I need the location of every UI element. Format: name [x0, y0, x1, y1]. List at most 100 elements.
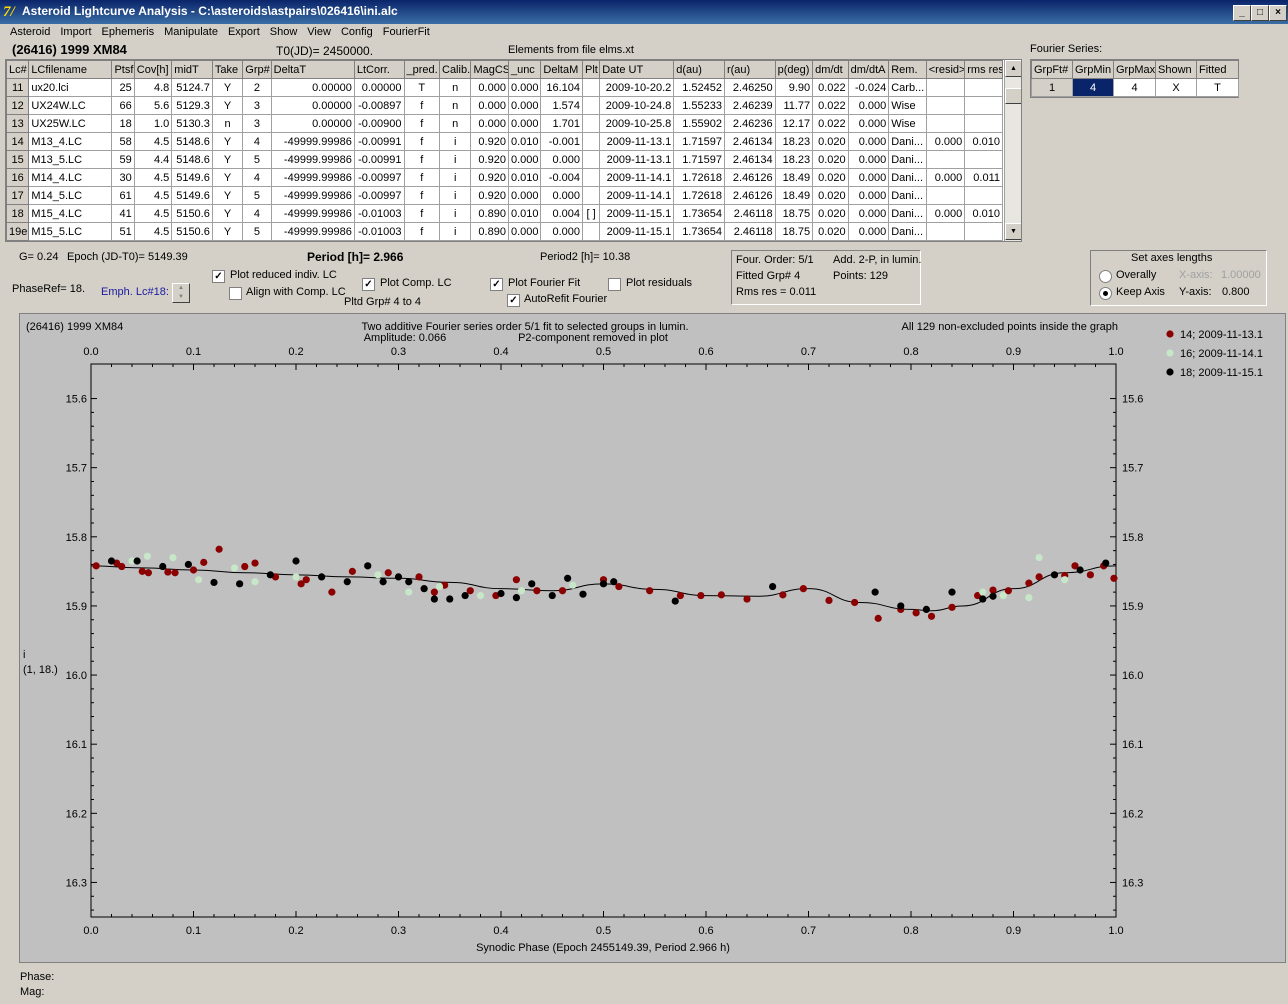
table-cell[interactable]: -49999.99986: [270, 222, 355, 241]
table-cell[interactable]: 5.6: [133, 96, 173, 115]
table-cell[interactable]: Carb...: [888, 78, 927, 97]
table-cell[interactable]: 1.71597: [673, 150, 725, 169]
table-cell[interactable]: 0.000: [507, 114, 542, 133]
table-cell[interactable]: M14_4.LC: [28, 168, 113, 187]
table-cell[interactable]: f: [403, 204, 441, 223]
table-cell[interactable]: 0.020: [812, 150, 849, 169]
table-cell[interactable]: 30: [111, 168, 135, 187]
table-cell[interactable]: 18.49: [774, 168, 814, 187]
table-cell[interactable]: 0.010: [507, 204, 542, 223]
fs-cell-grpmin[interactable]: 4: [1072, 78, 1114, 97]
column-header[interactable]: Grp#: [242, 60, 272, 79]
column-header[interactable]: LtCorr.: [353, 60, 405, 79]
lightcurve-plot[interactable]: (26416) 1999 XM84 Two additive Fourier s…: [19, 313, 1286, 963]
table-cell[interactable]: Dani...: [888, 168, 927, 187]
column-header[interactable]: rms res: [964, 60, 1003, 79]
table-cell[interactable]: 18.49: [774, 186, 814, 205]
table-cell[interactable]: i: [438, 168, 472, 187]
table-cell[interactable]: 0.000: [507, 150, 542, 169]
table-cell[interactable]: M15_4.LC: [28, 204, 113, 223]
table-cell[interactable]: 1.73654: [673, 204, 725, 223]
row-header[interactable]: 19e: [6, 222, 30, 241]
table-cell[interactable]: Y: [211, 204, 244, 223]
table-cell[interactable]: [964, 96, 1003, 115]
row-header[interactable]: 16: [6, 168, 30, 187]
table-cell[interactable]: f: [403, 96, 441, 115]
table-cell[interactable]: 2009-11-13.1: [599, 132, 675, 151]
table-cell[interactable]: 0.020: [812, 222, 849, 241]
table-cell[interactable]: 5: [242, 222, 272, 241]
row-header[interactable]: 11: [6, 78, 30, 97]
table-cell[interactable]: 5148.6: [171, 150, 213, 169]
menu-ephemeris[interactable]: Ephemeris: [101, 26, 155, 38]
table-cell[interactable]: [964, 222, 1003, 241]
table-cell[interactable]: 1.72618: [673, 168, 725, 187]
table-cell[interactable]: 59: [111, 150, 135, 169]
table-cell[interactable]: 2009-11-15.1: [599, 204, 675, 223]
table-cell[interactable]: 4.5: [133, 132, 173, 151]
table-row[interactable]: 13 UX25W.LC 18 1.0 5130.3 n 3 0.00000 -0.00900 f n…: [6, 114, 1003, 133]
table-cell[interactable]: -0.00997: [353, 186, 405, 205]
table-cell[interactable]: 2009-11-14.1: [599, 186, 675, 205]
table-cell[interactable]: ux20.lci: [28, 78, 113, 97]
table-cell[interactable]: M15_5.LC: [28, 222, 113, 241]
table-cell[interactable]: 0.022: [812, 78, 849, 97]
table-cell[interactable]: 1.574: [540, 96, 583, 115]
table-cell[interactable]: 0.000: [470, 78, 509, 97]
table-cell[interactable]: [581, 132, 601, 151]
table-cell[interactable]: Y: [211, 150, 244, 169]
table-cell[interactable]: 41: [111, 204, 135, 223]
table-cell[interactable]: -0.024: [847, 78, 890, 97]
table-cell[interactable]: -0.00897: [353, 96, 405, 115]
table-cell[interactable]: i: [438, 186, 472, 205]
table-cell[interactable]: -0.01003: [353, 222, 405, 241]
table-cell[interactable]: f: [403, 222, 441, 241]
table-cell[interactable]: i: [438, 204, 472, 223]
table-cell[interactable]: [ ]: [581, 204, 601, 223]
table-cell[interactable]: Y: [211, 96, 244, 115]
column-header[interactable]: DeltaT: [270, 60, 355, 79]
table-cell[interactable]: 2009-10-24.8: [599, 96, 675, 115]
autorefit-checkbox[interactable]: ✓: [507, 294, 520, 307]
table-cell[interactable]: M14_5.LC: [28, 186, 113, 205]
menu-fourierfit[interactable]: FourierFit: [382, 26, 430, 38]
fs-cell-grpft[interactable]: 1: [1031, 78, 1073, 97]
table-cell[interactable]: -0.01003: [353, 204, 405, 223]
table-cell[interactable]: UX25W.LC: [28, 114, 113, 133]
table-cell[interactable]: -49999.99986: [270, 150, 355, 169]
table-cell[interactable]: 5124.7: [171, 78, 213, 97]
table-cell[interactable]: i: [438, 132, 472, 151]
column-header[interactable]: Take: [211, 60, 244, 79]
menu-show[interactable]: Show: [269, 26, 298, 38]
plot-comp-checkbox[interactable]: ✓: [362, 278, 375, 291]
table-row[interactable]: 16 M14_4.LC 30 4.5 5149.6 Y 4 -49999.99986 -0.00…: [6, 168, 1003, 187]
table-cell[interactable]: 5129.3: [171, 96, 213, 115]
table-cell[interactable]: -49999.99986: [270, 132, 355, 151]
table-cell[interactable]: [964, 186, 1003, 205]
table-cell[interactable]: 4.8: [133, 78, 173, 97]
table-cell[interactable]: 2.46126: [723, 186, 776, 205]
table-cell[interactable]: n: [211, 114, 244, 133]
table-cell[interactable]: Y: [211, 168, 244, 187]
table-cell[interactable]: 18.75: [774, 222, 814, 241]
table-cell[interactable]: 2009-10-25.8: [599, 114, 675, 133]
table-cell[interactable]: Dani...: [888, 186, 927, 205]
table-cell[interactable]: 2009-11-14.1: [599, 168, 675, 187]
table-cell[interactable]: 0.000: [470, 114, 509, 133]
row-header[interactable]: 12: [6, 96, 30, 115]
spinner-up-icon[interactable]: ▲: [178, 285, 184, 291]
table-cell[interactable]: 0.020: [812, 204, 849, 223]
table-cell[interactable]: 4.5: [133, 168, 173, 187]
table-cell[interactable]: 11.77: [774, 96, 814, 115]
menu-import[interactable]: Import: [60, 26, 92, 38]
table-cell[interactable]: f: [403, 132, 441, 151]
table-cell[interactable]: 0.000: [540, 222, 583, 241]
table-cell[interactable]: 2: [242, 78, 272, 97]
table-cell[interactable]: 5150.6: [171, 222, 213, 241]
table-cell[interactable]: 5148.6: [171, 132, 213, 151]
table-cell[interactable]: 5130.3: [171, 114, 213, 133]
column-header[interactable]: _pred.: [403, 60, 441, 79]
table-cell[interactable]: 2.46126: [723, 168, 776, 187]
y-axis-value[interactable]: 0.800: [1222, 286, 1250, 298]
